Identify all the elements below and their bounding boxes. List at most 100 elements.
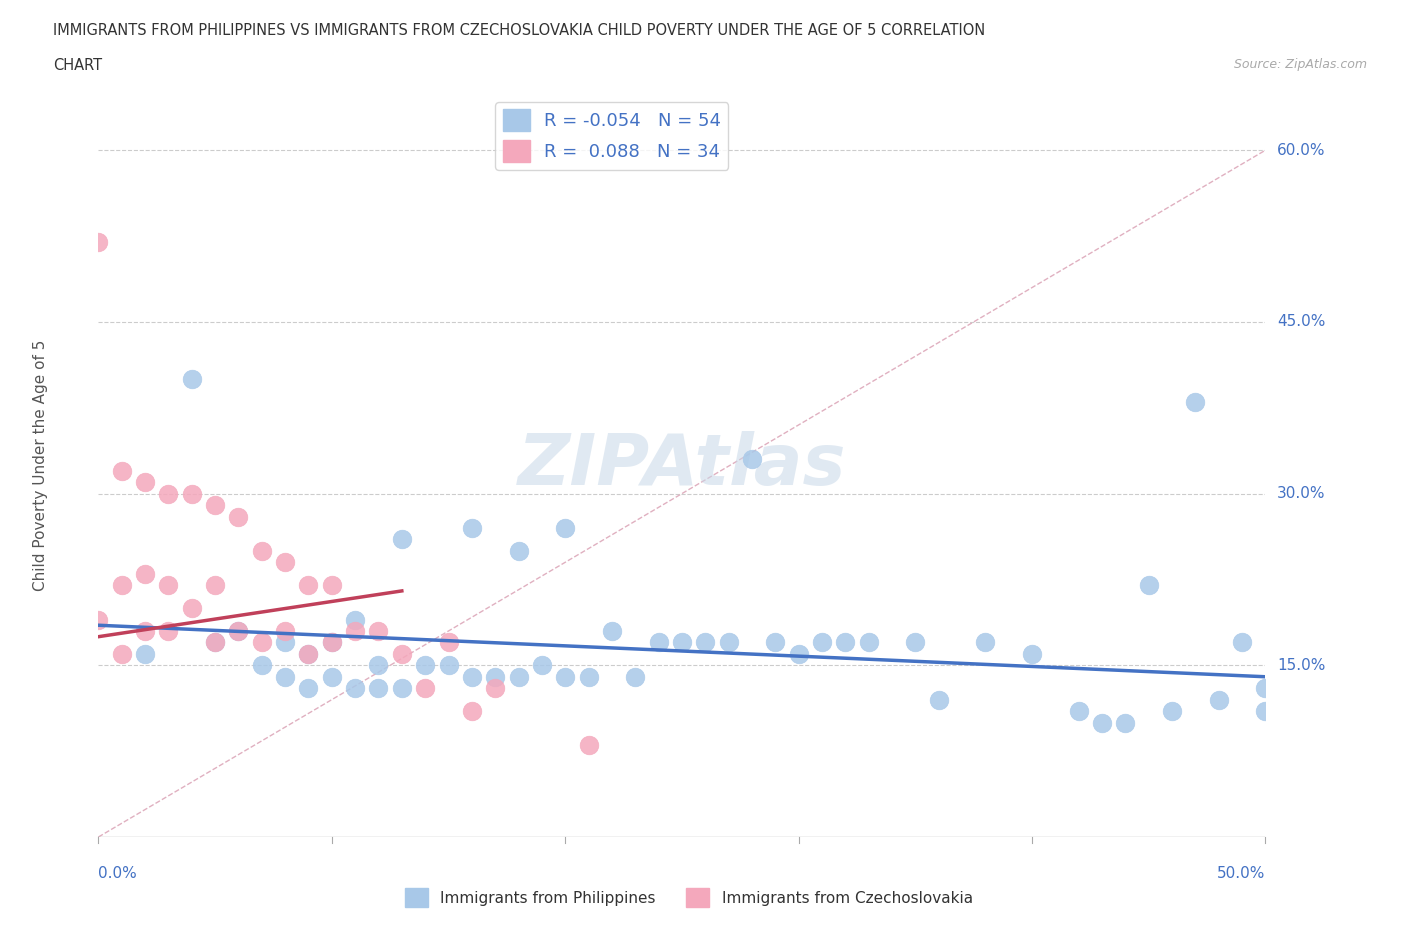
Point <box>204 498 226 512</box>
Point <box>787 646 810 661</box>
Text: 15.0%: 15.0% <box>1277 658 1326 672</box>
Point <box>274 555 297 570</box>
Point <box>87 234 110 249</box>
Point <box>250 635 273 650</box>
Point <box>508 670 530 684</box>
Point <box>367 681 389 696</box>
Point <box>134 646 156 661</box>
Point <box>250 543 273 558</box>
Point <box>367 623 389 638</box>
Point <box>367 658 389 672</box>
Text: Source: ZipAtlas.com: Source: ZipAtlas.com <box>1233 58 1367 71</box>
Text: 50.0%: 50.0% <box>1218 866 1265 881</box>
Point <box>834 635 856 650</box>
Point <box>437 635 460 650</box>
Point <box>1161 704 1184 719</box>
Point <box>647 635 669 650</box>
Point <box>111 463 134 478</box>
Point <box>578 670 600 684</box>
Text: 45.0%: 45.0% <box>1277 314 1326 329</box>
Point <box>228 509 250 524</box>
Point <box>321 635 343 650</box>
Point <box>1184 394 1206 409</box>
Point <box>344 612 367 627</box>
Point <box>274 623 297 638</box>
Point <box>321 578 343 592</box>
Point <box>1091 715 1114 730</box>
Point <box>763 635 786 650</box>
Point <box>228 623 250 638</box>
Text: CHART: CHART <box>53 58 103 73</box>
Point <box>1114 715 1136 730</box>
Point <box>204 635 226 650</box>
Point <box>695 635 717 650</box>
Point <box>578 738 600 753</box>
Point <box>741 452 763 467</box>
Point <box>484 681 506 696</box>
Point <box>554 670 576 684</box>
Point <box>1254 681 1277 696</box>
Point <box>157 486 180 501</box>
Legend: Immigrants from Philippines, Immigrants from Czechoslovakia: Immigrants from Philippines, Immigrants … <box>399 883 979 913</box>
Text: 30.0%: 30.0% <box>1277 486 1326 501</box>
Point <box>717 635 740 650</box>
Point <box>180 486 202 501</box>
Point <box>484 670 506 684</box>
Point <box>508 543 530 558</box>
Point <box>811 635 834 650</box>
Point <box>297 646 319 661</box>
Point <box>391 646 413 661</box>
Point <box>461 704 484 719</box>
Point <box>204 635 226 650</box>
Point <box>904 635 927 650</box>
Point <box>461 521 484 536</box>
Point <box>321 670 343 684</box>
Legend: R = -0.054   N = 54, R =  0.088   N = 34: R = -0.054 N = 54, R = 0.088 N = 34 <box>495 102 728 169</box>
Point <box>928 692 950 707</box>
Point <box>344 623 367 638</box>
Point <box>157 623 180 638</box>
Point <box>624 670 647 684</box>
Point <box>297 646 319 661</box>
Point <box>87 612 110 627</box>
Point <box>228 623 250 638</box>
Text: ZIPAtlas: ZIPAtlas <box>517 431 846 499</box>
Point <box>134 566 156 581</box>
Point <box>297 578 319 592</box>
Point <box>1230 635 1253 650</box>
Point <box>391 681 413 696</box>
Point <box>461 670 484 684</box>
Point <box>413 658 436 672</box>
Text: IMMIGRANTS FROM PHILIPPINES VS IMMIGRANTS FROM CZECHOSLOVAKIA CHILD POVERTY UNDE: IMMIGRANTS FROM PHILIPPINES VS IMMIGRANT… <box>53 23 986 38</box>
Point <box>180 601 202 616</box>
Point <box>1137 578 1160 592</box>
Point <box>858 635 880 650</box>
Point <box>157 578 180 592</box>
Point <box>111 646 134 661</box>
Point <box>391 532 413 547</box>
Point <box>180 372 202 387</box>
Text: Child Poverty Under the Age of 5: Child Poverty Under the Age of 5 <box>32 339 48 591</box>
Point <box>134 474 156 489</box>
Point <box>274 635 297 650</box>
Point <box>111 578 134 592</box>
Point <box>974 635 997 650</box>
Point <box>1021 646 1043 661</box>
Point <box>344 681 367 696</box>
Point <box>1254 704 1277 719</box>
Point <box>297 681 319 696</box>
Text: 60.0%: 60.0% <box>1277 142 1326 158</box>
Point <box>204 578 226 592</box>
Point <box>250 658 273 672</box>
Point <box>1067 704 1090 719</box>
Point <box>671 635 693 650</box>
Point <box>134 623 156 638</box>
Text: 0.0%: 0.0% <box>98 866 138 881</box>
Point <box>554 521 576 536</box>
Point <box>600 623 623 638</box>
Point <box>413 681 436 696</box>
Point <box>437 658 460 672</box>
Point <box>321 635 343 650</box>
Point <box>274 670 297 684</box>
Point <box>530 658 553 672</box>
